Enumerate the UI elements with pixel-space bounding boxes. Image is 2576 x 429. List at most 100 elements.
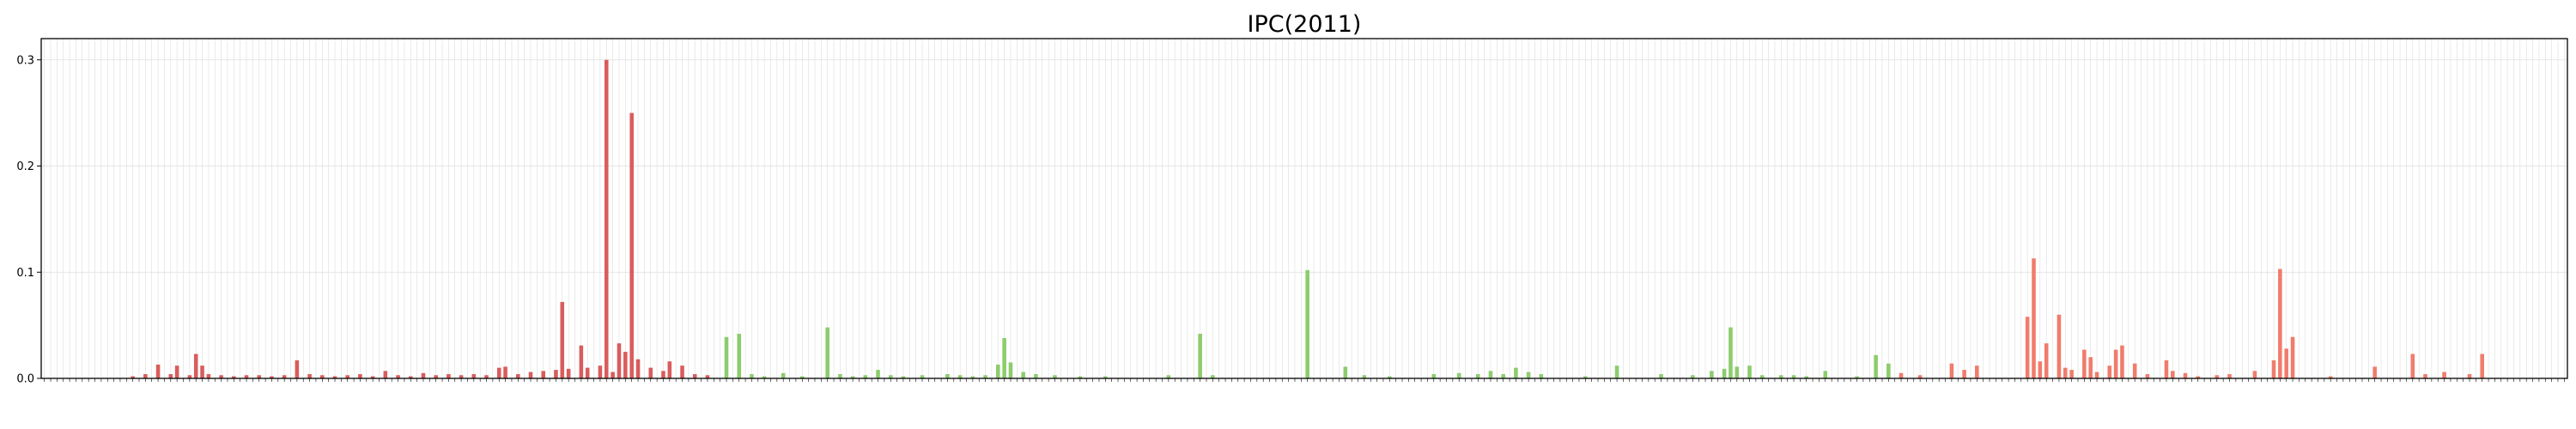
bar [635, 359, 641, 378]
bar [471, 374, 477, 378]
bar [131, 376, 135, 378]
bar [2038, 361, 2043, 378]
bar [2278, 269, 2282, 378]
bar [200, 366, 204, 378]
bar [232, 376, 236, 378]
bar [1305, 269, 1309, 378]
bar [1886, 363, 1891, 378]
bar [604, 59, 609, 378]
bar [2372, 366, 2377, 378]
bar [1691, 375, 1695, 378]
bar [2252, 371, 2257, 378]
bar [1078, 376, 1083, 378]
bar [1488, 371, 1493, 378]
y-tick-label: 0.2 [16, 160, 34, 173]
bar [1526, 372, 1531, 378]
bars [131, 59, 2484, 378]
bar [585, 367, 590, 378]
bar [2328, 376, 2333, 378]
bar [257, 375, 262, 378]
bar [957, 375, 963, 378]
bar [1659, 374, 1663, 378]
bar [2467, 374, 2472, 378]
bar [617, 343, 622, 378]
bar [447, 374, 451, 378]
bar [2290, 336, 2295, 378]
bar [168, 374, 173, 378]
bar [623, 352, 628, 378]
bar [2145, 374, 2150, 378]
bar [781, 372, 786, 378]
bar [2480, 353, 2484, 378]
bar [2410, 353, 2415, 378]
bar [2120, 345, 2124, 378]
y-tick-label: 0.3 [16, 54, 34, 67]
bar [629, 112, 634, 378]
bar [680, 366, 684, 378]
bar [2082, 349, 2087, 378]
bar [193, 353, 198, 378]
bar [888, 375, 893, 378]
bar [1388, 376, 1392, 378]
bar [2171, 371, 2175, 378]
bar [2094, 372, 2099, 378]
bar [2196, 376, 2201, 378]
bar [1343, 366, 1348, 378]
bar [219, 375, 223, 378]
bar [484, 375, 489, 378]
bar [566, 368, 571, 378]
bar [1759, 375, 1765, 378]
bar [661, 371, 665, 378]
bar [876, 370, 880, 378]
bar [1021, 372, 1025, 378]
bar [1728, 327, 1733, 378]
bar [2032, 258, 2036, 378]
bar [503, 366, 507, 378]
bar [187, 375, 192, 378]
bar [2442, 372, 2446, 378]
bar [554, 370, 558, 378]
bar [2088, 357, 2093, 378]
bar [1475, 374, 1480, 378]
bar [1002, 337, 1006, 378]
bar [1899, 372, 1904, 378]
bar [528, 372, 533, 378]
bar [838, 374, 842, 378]
bar [799, 376, 805, 378]
bar [1103, 376, 1108, 378]
bar [1034, 374, 1038, 378]
bar [920, 375, 925, 378]
bar [1456, 372, 1461, 378]
bar [648, 367, 653, 378]
bar [2271, 360, 2276, 378]
bar [1501, 374, 1505, 378]
bar [2063, 367, 2068, 378]
bar [295, 360, 300, 378]
bar [724, 336, 729, 378]
bar [1583, 376, 1588, 378]
bar [1747, 366, 1752, 378]
bar [1198, 334, 1202, 378]
bar [579, 345, 584, 378]
bar [358, 374, 362, 378]
bar [2284, 348, 2288, 378]
bar [459, 375, 464, 378]
bar [737, 334, 742, 378]
bar [2057, 314, 2062, 378]
bar [1431, 374, 1437, 378]
bar [705, 375, 710, 378]
bar [408, 376, 413, 378]
bar [850, 376, 855, 378]
bar [1539, 374, 1544, 378]
bar [434, 375, 438, 378]
bar [2215, 375, 2220, 378]
bar [320, 375, 325, 378]
bar [1855, 376, 1859, 378]
bar [383, 371, 388, 378]
bar [1949, 363, 1954, 378]
bar [1053, 375, 1057, 378]
bar [1710, 371, 1714, 378]
bar [2069, 370, 2074, 378]
bar [155, 364, 161, 378]
